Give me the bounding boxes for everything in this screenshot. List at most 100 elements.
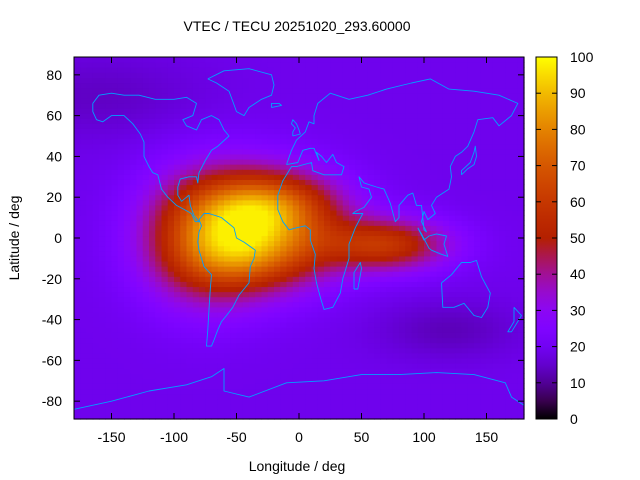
heatmap-cell — [380, 153, 388, 160]
heatmap-cell — [299, 169, 306, 175]
heatmap-cell — [305, 403, 313, 410]
heatmap-cell — [217, 179, 225, 186]
heatmap-cell — [217, 209, 225, 216]
heatmap-cell — [286, 148, 294, 155]
heatmap-cell — [242, 296, 250, 303]
heatmap-cell — [117, 403, 125, 410]
heatmap-cell — [99, 240, 106, 247]
heatmap-cell — [474, 235, 481, 242]
heatmap-cell — [411, 413, 419, 420]
heatmap-cell — [424, 209, 431, 216]
heatmap-cell — [311, 153, 319, 160]
heatmap-cell — [361, 332, 369, 339]
heatmap-cell — [130, 209, 138, 216]
heatmap-cell — [86, 245, 94, 252]
heatmap-cell — [199, 250, 206, 257]
heatmap-cell — [505, 235, 513, 242]
heatmap-cell — [292, 347, 300, 354]
heatmap-cell — [80, 82, 88, 89]
heatmap-cell — [149, 97, 156, 104]
heatmap-cell — [474, 225, 481, 231]
heatmap-cell — [249, 342, 256, 349]
heatmap-cell — [92, 194, 100, 201]
heatmap-cell — [111, 184, 119, 191]
heatmap-cell — [367, 62, 375, 68]
heatmap-cell — [199, 240, 206, 247]
heatmap-cell — [105, 373, 113, 379]
heatmap-cell — [392, 393, 400, 400]
heatmap-cell — [411, 337, 419, 344]
heatmap-cell — [317, 413, 325, 420]
heatmap-cell — [449, 332, 456, 339]
heatmap-cell — [380, 123, 388, 129]
heatmap-cell — [455, 291, 463, 298]
heatmap-cell — [361, 102, 369, 109]
heatmap-cell — [349, 271, 356, 277]
heatmap-cell — [436, 240, 444, 247]
heatmap-cell — [330, 286, 338, 293]
heatmap-cell — [224, 240, 231, 247]
heatmap-cell — [211, 245, 219, 252]
heatmap-cell — [280, 148, 288, 155]
heatmap-cell — [155, 97, 163, 104]
heatmap-cell — [311, 194, 319, 201]
heatmap-cell — [249, 92, 256, 99]
heatmap-cell — [486, 230, 494, 237]
heatmap-cell — [436, 118, 444, 124]
heatmap-cell — [380, 266, 388, 272]
heatmap-cell — [199, 107, 206, 114]
heatmap-cell — [299, 311, 306, 318]
heatmap-cell — [342, 169, 350, 175]
heatmap-cell — [99, 158, 106, 165]
heatmap-cell — [130, 383, 138, 390]
heatmap-cell — [280, 296, 288, 303]
heatmap-cell — [86, 291, 94, 298]
heatmap-cell — [511, 383, 519, 390]
heatmap-cell — [274, 398, 281, 405]
heatmap-cell — [274, 413, 281, 420]
heatmap-cell — [255, 189, 263, 196]
heatmap-cell — [361, 133, 369, 140]
heatmap-cell — [274, 332, 281, 339]
heatmap-cell — [405, 393, 413, 400]
heatmap-cell — [86, 164, 94, 170]
heatmap-cell — [192, 398, 200, 405]
heatmap-cell — [399, 301, 406, 308]
heatmap-cell — [230, 301, 238, 308]
heatmap-cell — [324, 128, 331, 135]
heatmap-cell — [86, 72, 94, 78]
heatmap-cell — [274, 388, 281, 395]
heatmap-cell — [174, 368, 181, 374]
heatmap-cell — [461, 133, 469, 140]
heatmap-cell — [449, 199, 456, 206]
heatmap-cell — [355, 57, 363, 63]
heatmap-cell — [142, 255, 150, 262]
heatmap-cell — [380, 220, 388, 226]
heatmap-cell — [480, 153, 488, 160]
heatmap-cell — [436, 260, 444, 267]
heatmap-cell — [130, 357, 138, 364]
heatmap-cell — [374, 352, 381, 359]
heatmap-cell — [317, 398, 325, 405]
heatmap-cell — [111, 57, 119, 63]
heatmap-cell — [105, 164, 113, 170]
heatmap-cell — [149, 291, 156, 298]
heatmap-cell — [86, 148, 94, 155]
heatmap-cell — [224, 118, 231, 124]
heatmap-cell — [505, 97, 513, 104]
heatmap-cell — [436, 143, 444, 150]
heatmap-cell — [267, 230, 275, 237]
heatmap-cell — [155, 327, 163, 333]
heatmap-cell — [424, 286, 431, 293]
heatmap-cell — [461, 286, 469, 293]
heatmap-cell — [86, 286, 94, 293]
heatmap-cell — [217, 296, 225, 303]
heatmap-cell — [474, 138, 481, 145]
heatmap-cell — [386, 220, 394, 226]
heatmap-cell — [186, 271, 194, 277]
heatmap-cell — [130, 398, 138, 405]
heatmap-cell — [386, 413, 394, 420]
heatmap-cell — [224, 373, 231, 379]
heatmap-cell — [336, 220, 344, 226]
heatmap-cell — [111, 209, 119, 216]
